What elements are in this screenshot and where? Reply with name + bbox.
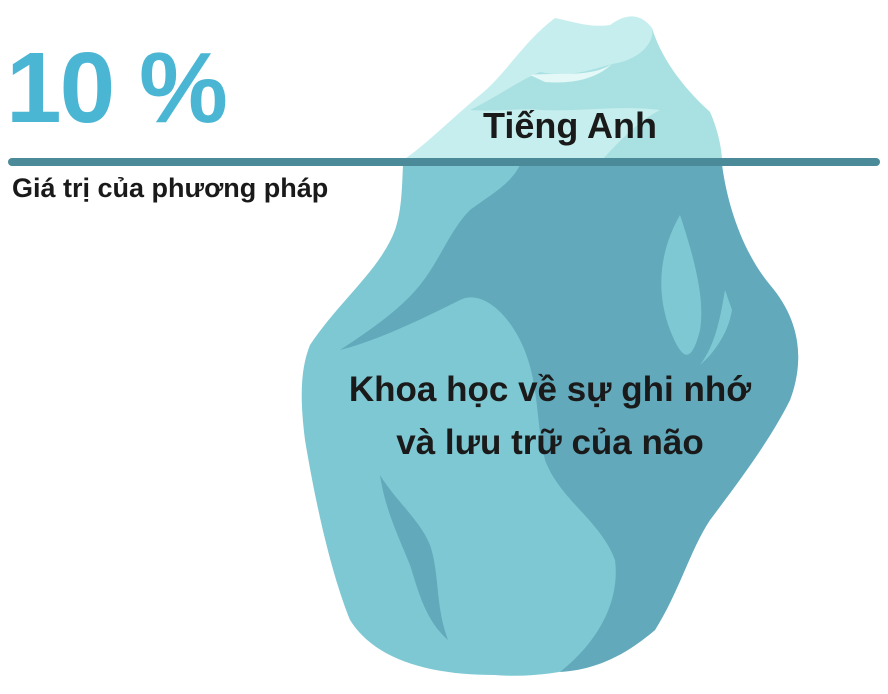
iceberg-tip-ridge — [530, 64, 612, 83]
iceberg-body-streak-right — [661, 215, 702, 355]
iceberg-body-streak-right-2 — [700, 290, 732, 365]
iceberg-tip-label: Tiếng Anh — [483, 105, 657, 146]
iceberg-tip-shade — [470, 28, 722, 162]
iceberg-body-label-line1: Khoa học về sự ghi nhớ — [348, 370, 752, 409]
percent-value: 10 % — [6, 32, 228, 144]
iceberg-body-label: Khoa học về sự ghi nhớ và lưu trữ của nã… — [300, 364, 800, 469]
iceberg-body-label-line2: và lưu trữ của não — [396, 422, 704, 462]
method-value-caption: Giá trị của phương pháp — [12, 173, 329, 203]
iceberg-body-crack-left — [380, 475, 448, 640]
